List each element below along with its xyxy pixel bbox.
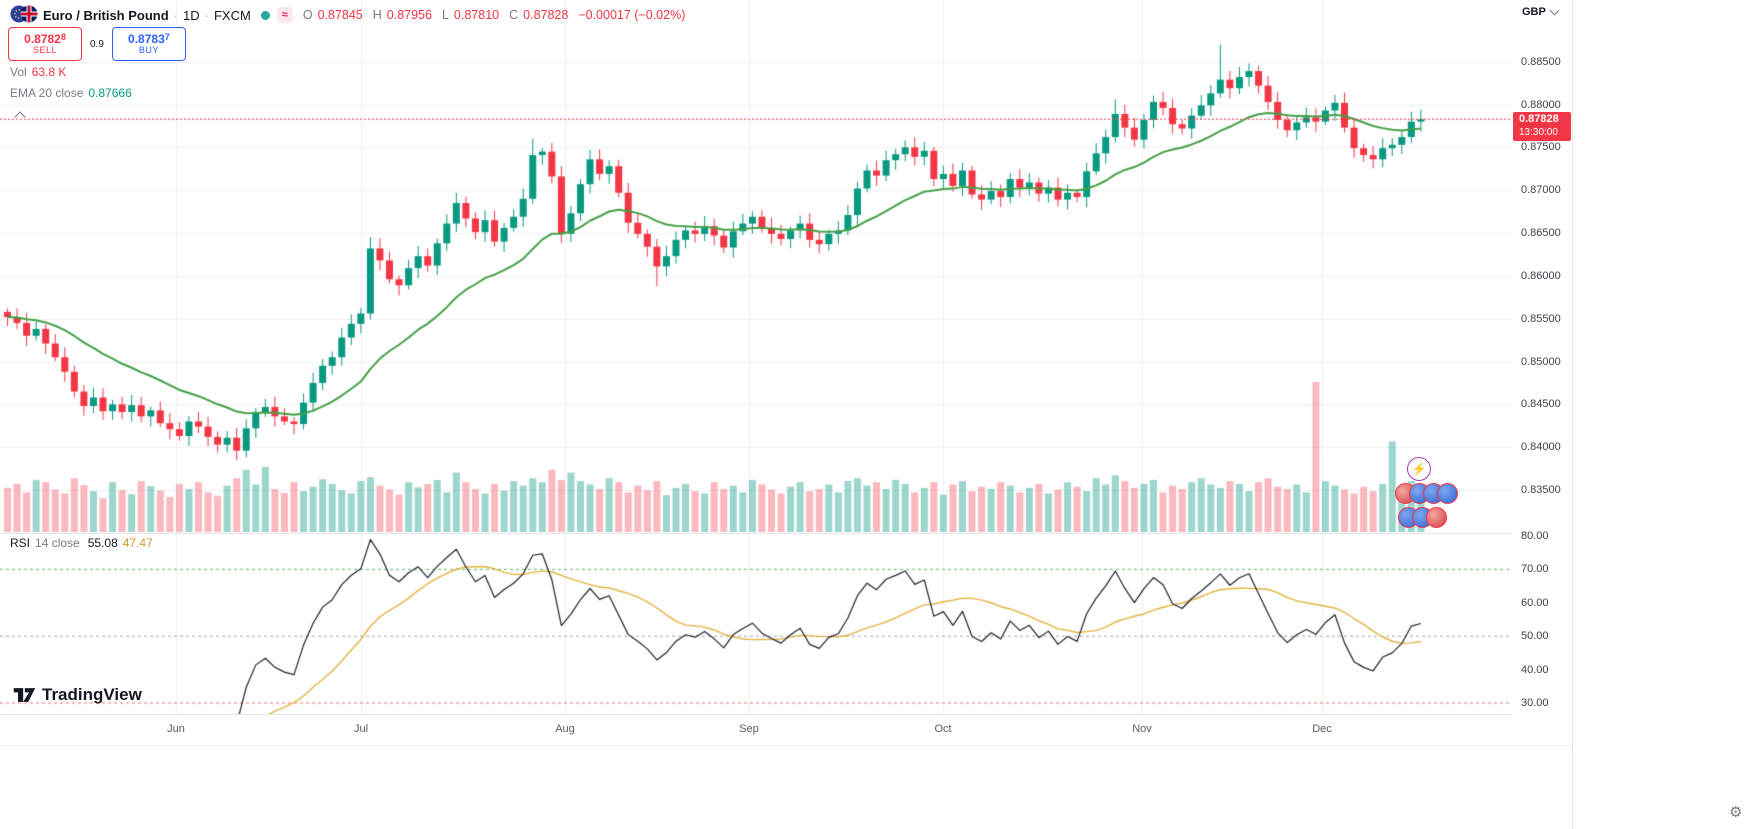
symbol-pair-logo-icon (10, 5, 38, 26)
ohlc-high-label: H (372, 8, 382, 22)
buy-sell-widget: 0.87828 SELL 0.9 0.87837 BUY (8, 27, 186, 61)
bar-countdown: 13:30:00 (1519, 127, 1558, 139)
volume-legend[interactable]: Vol 63.8 K (10, 65, 66, 79)
time-axis-label: Dec (1312, 723, 1332, 735)
market-status-icon (260, 10, 270, 20)
right-sidebar (1572, 0, 1752, 829)
currency-label: GBP (1522, 6, 1546, 18)
interval-label: 1D (183, 7, 200, 23)
legend-collapse-chevron-icon[interactable] (12, 108, 28, 123)
lightning-reaction-icon[interactable]: ⚡ (1407, 457, 1431, 481)
reaction-bubbles-row[interactable] (1398, 507, 1447, 528)
ohlc-low-label: L (441, 8, 449, 22)
buy-label: BUY (138, 44, 159, 55)
current-price-value: 0.87828 (1519, 113, 1559, 126)
price-tick-label: 0.85500 (1521, 312, 1561, 325)
volume-value: 63.8 K (31, 65, 67, 79)
price-tick-label: 0.84000 (1521, 441, 1561, 454)
price-tick-label: 0.87500 (1521, 141, 1561, 154)
rsi-ma-value: 47.47 (122, 536, 153, 550)
rsi-tick-label: 60.00 (1521, 596, 1549, 609)
spread-value: 0.9 (90, 38, 104, 50)
exchange-label: FXCM (213, 7, 251, 23)
time-axis[interactable]: Jun Jul Aug Sep Oct Nov Dec (0, 714, 1512, 745)
delayed-data-icon: ≈ (276, 7, 293, 23)
time-axis-label: Jun (167, 723, 185, 735)
lightning-glyph: ⚡ (1411, 462, 1427, 476)
sell-price: 0.87828 (24, 31, 66, 46)
price-tick-label: 0.87000 (1521, 184, 1561, 197)
time-axis-label: Aug (555, 723, 575, 735)
rsi-tick-label: 40.00 (1521, 663, 1549, 676)
time-axis-label: Nov (1132, 723, 1152, 735)
price-tick-label: 0.84500 (1521, 398, 1561, 411)
sell-button[interactable]: 0.87828 SELL (8, 27, 82, 61)
separator-dot: · (173, 7, 179, 23)
time-axis-label: Sep (739, 723, 759, 735)
tradingview-logo-mark (13, 688, 36, 702)
price-tick-label: 0.88000 (1521, 98, 1561, 111)
rsi-tick-label: 70.00 (1521, 563, 1549, 576)
rsi-title: RSI (10, 536, 31, 550)
rsi-params: 14 close (35, 536, 80, 550)
symbol-legend[interactable]: Euro / British Pound · 1D · FXCM ≈ O 0.8… (10, 5, 685, 25)
ema-legend[interactable]: EMA 20 close 0.87666 (10, 86, 132, 100)
ohlc-high-value: 0.87956 (386, 8, 432, 22)
ohlc-open-label: O (302, 8, 313, 22)
pane-divider (0, 714, 1572, 715)
price-axis[interactable]: GBP 0.87828 13:30:00 0.88500 0.88000 0.875… (1512, 0, 1572, 745)
current-price-badge: 0.87828 13:30:00 (1513, 112, 1571, 142)
sell-label: SELL (32, 44, 58, 55)
bottom-divider (0, 745, 1572, 746)
rsi-tick-label: 50.00 (1521, 630, 1549, 643)
rsi-value: 55.08 (87, 536, 118, 550)
separator-dot: · (204, 7, 209, 23)
tradingview-logo-text: TradingView (42, 685, 142, 704)
buy-button[interactable]: 0.87837 BUY (111, 27, 186, 61)
price-tick-label: 0.86500 (1521, 227, 1561, 240)
chart-canvas[interactable] (0, 0, 1512, 714)
rsi-legend[interactable]: RSI 14 close 55.08 47.47 (10, 536, 153, 550)
chevron-down-icon (1549, 5, 1560, 16)
rsi-tick-label: 80.00 (1521, 530, 1549, 542)
ohlc-low-value: 0.87810 (453, 8, 500, 22)
ohlc-close-value: 0.87828 (523, 8, 569, 22)
price-tick-label: 0.88500 (1521, 55, 1561, 68)
price-tick-label: 0.86000 (1521, 269, 1561, 282)
time-axis-label: Oct (934, 723, 952, 735)
volume-label: Vol (10, 65, 27, 79)
ohlc-close-label: C (509, 8, 519, 22)
symbol-title: Euro / British Pound (43, 7, 169, 23)
ema-label: EMA 20 close (10, 86, 84, 100)
time-axis-label: Jul (353, 723, 369, 735)
ema-value: 0.87666 (88, 86, 132, 100)
reaction-bubbles-row[interactable] (1395, 483, 1458, 504)
settings-gear-icon[interactable]: ⚙ (1729, 804, 1743, 821)
buy-price: 0.87837 (128, 31, 170, 46)
ohlc-change: −0.00017 (−0.02%) (578, 8, 686, 22)
tradingview-logo[interactable]: TradingView (12, 684, 142, 706)
price-tick-label: 0.85000 (1521, 355, 1561, 368)
rsi-tick-label: 30.00 (1521, 697, 1549, 709)
price-tick-label: 0.83500 (1521, 484, 1561, 497)
currency-selector[interactable]: GBP (1522, 5, 1560, 18)
ohlc-open-value: 0.87845 (317, 8, 363, 22)
